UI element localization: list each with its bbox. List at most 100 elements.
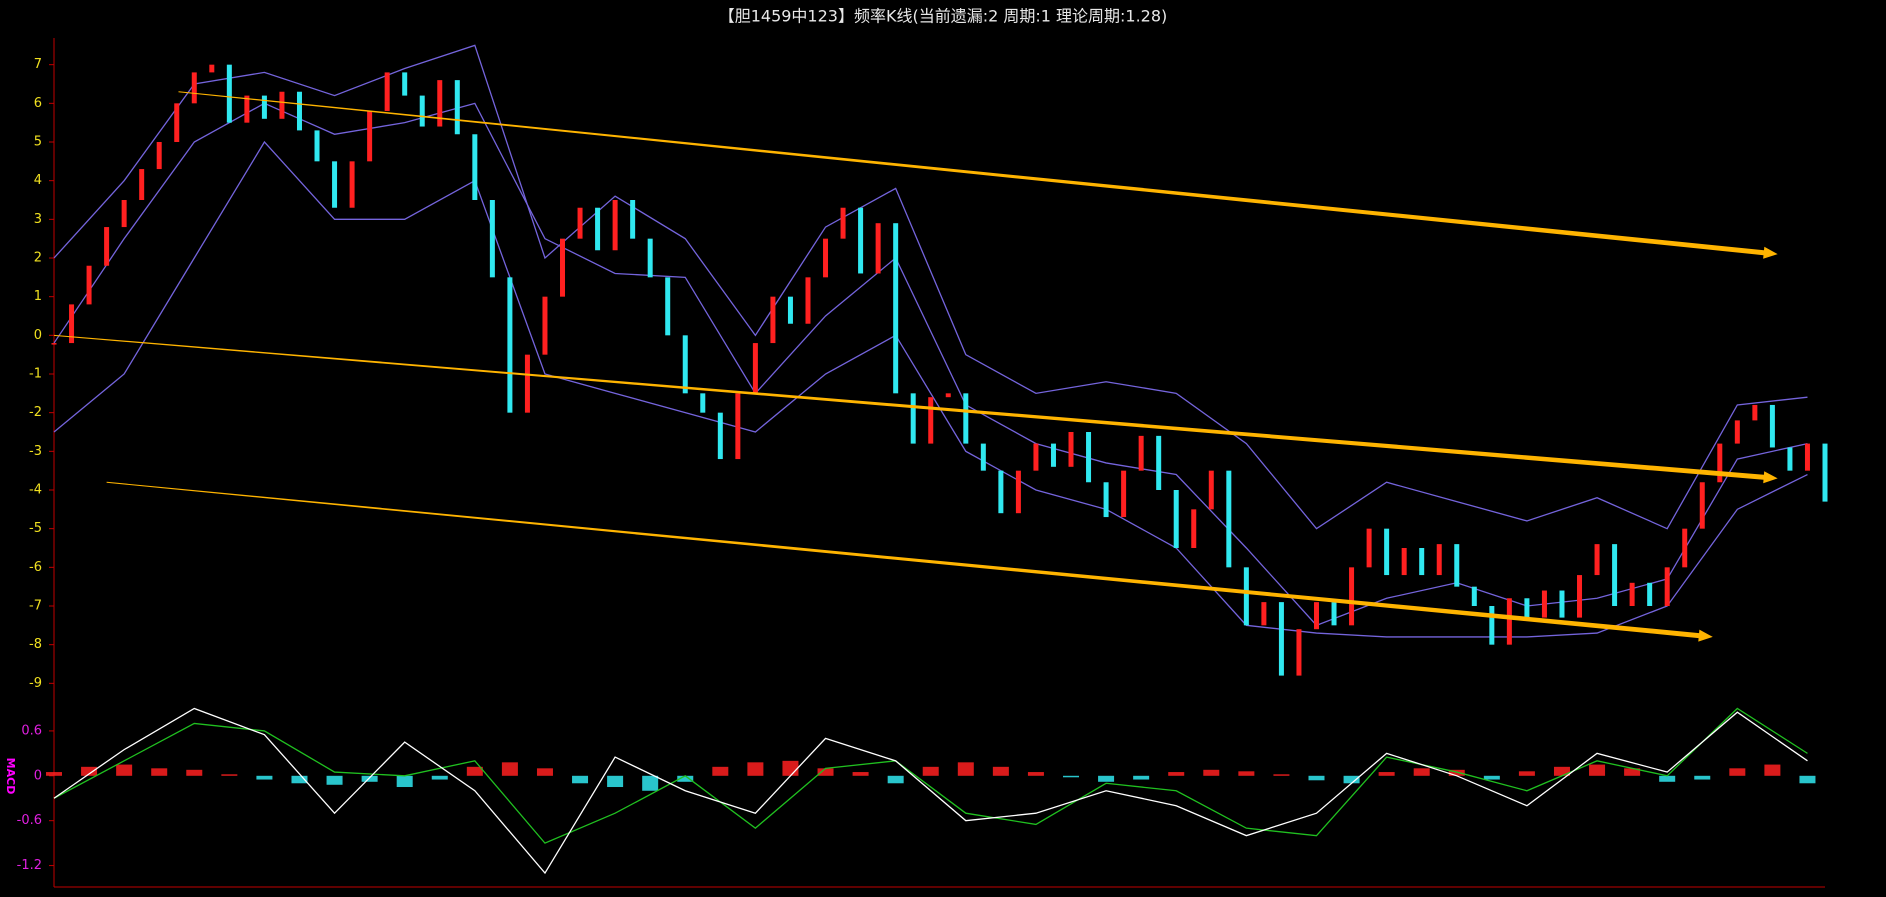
candle [367, 111, 373, 162]
y-tick-label: 5 [34, 135, 42, 150]
y-tick-label: 4 [34, 173, 42, 188]
macd-bar [1273, 774, 1290, 776]
candle [1033, 443, 1039, 471]
candle [1243, 567, 1249, 626]
candle [1156, 435, 1162, 490]
candle [349, 161, 355, 208]
y-tick-label: -6 [29, 560, 42, 575]
candle [980, 443, 986, 471]
trend-line [53, 334, 1778, 484]
y-tick-label: 7 [34, 57, 42, 72]
candle [770, 296, 776, 344]
candle [1436, 544, 1442, 576]
macd-bar [1624, 768, 1641, 776]
macd-bar [1448, 769, 1465, 776]
trend-line [106, 481, 1713, 642]
candle [1121, 470, 1127, 518]
candle [419, 95, 425, 127]
candle [1261, 602, 1267, 626]
candle [1822, 443, 1828, 502]
candle [1629, 582, 1635, 606]
candle [1594, 544, 1600, 576]
candle [1804, 443, 1810, 471]
candle [787, 296, 793, 324]
y-tick-label: -4 [29, 483, 42, 498]
candle [700, 393, 706, 413]
candle [279, 91, 285, 119]
macd-bar [1413, 768, 1430, 776]
candle [261, 95, 267, 119]
macd-bar [1203, 769, 1220, 776]
candle [437, 80, 443, 127]
candle [805, 277, 811, 324]
candle [1489, 606, 1495, 645]
macd-bar [536, 768, 553, 776]
candle [507, 277, 513, 413]
candle [1138, 435, 1144, 471]
candle [1015, 470, 1021, 514]
candle [1313, 602, 1319, 630]
candle [1769, 404, 1775, 448]
macd-bar [572, 775, 589, 784]
y-tick-label: 0.6 [21, 723, 42, 738]
macd-bar [186, 769, 203, 776]
y-tick-label: 0 [34, 328, 42, 343]
candle [156, 142, 162, 170]
candle [560, 238, 566, 297]
macd-bar [1764, 764, 1781, 776]
macd-bar [151, 768, 168, 776]
candle [1226, 470, 1232, 568]
candle [1419, 548, 1425, 576]
candle [595, 207, 601, 251]
macd-bar [782, 760, 799, 776]
macd-dea [53, 707, 1808, 844]
candle [893, 223, 899, 394]
macd-bar [852, 772, 869, 776]
macd-bar [677, 775, 694, 782]
candle [1103, 482, 1109, 518]
candle [840, 207, 846, 239]
macd-bar [1589, 764, 1606, 776]
macd-bar [501, 762, 518, 776]
candle [1191, 509, 1197, 548]
candle [1506, 598, 1512, 645]
candle [139, 169, 145, 200]
candle [875, 223, 881, 274]
macd-bar [361, 775, 378, 782]
candle [1471, 586, 1477, 606]
candle [1050, 443, 1056, 467]
y-tick-label: -7 [29, 599, 42, 614]
macd-bar [1518, 771, 1535, 776]
macd-bar [887, 775, 904, 784]
candle [1524, 598, 1530, 618]
macd-bar [466, 766, 483, 776]
candle [1612, 544, 1618, 606]
band-middle [53, 102, 1808, 627]
candle [823, 238, 829, 278]
candle [226, 64, 232, 123]
macd-label: MACD [4, 758, 17, 795]
candle [647, 238, 653, 278]
candle [454, 80, 460, 135]
macd-bar [992, 766, 1009, 776]
macd-bar [1483, 775, 1500, 780]
macd-bar [1238, 771, 1255, 776]
band-upper [53, 44, 1808, 530]
y-tick-label: -1 [29, 367, 42, 382]
candle [858, 207, 864, 274]
y-tick-label: -1.2 [17, 858, 42, 873]
y-tick-label: -0.6 [17, 813, 42, 828]
candle [928, 397, 934, 444]
y-tick-label: -5 [29, 521, 42, 536]
candle [682, 335, 688, 394]
macd-bar [431, 775, 448, 780]
candle [752, 343, 758, 394]
candle [244, 95, 250, 123]
candle [1086, 432, 1092, 483]
candle [910, 393, 916, 444]
candle [717, 412, 723, 460]
candle [174, 103, 180, 142]
y-tick-label: 3 [34, 212, 42, 227]
